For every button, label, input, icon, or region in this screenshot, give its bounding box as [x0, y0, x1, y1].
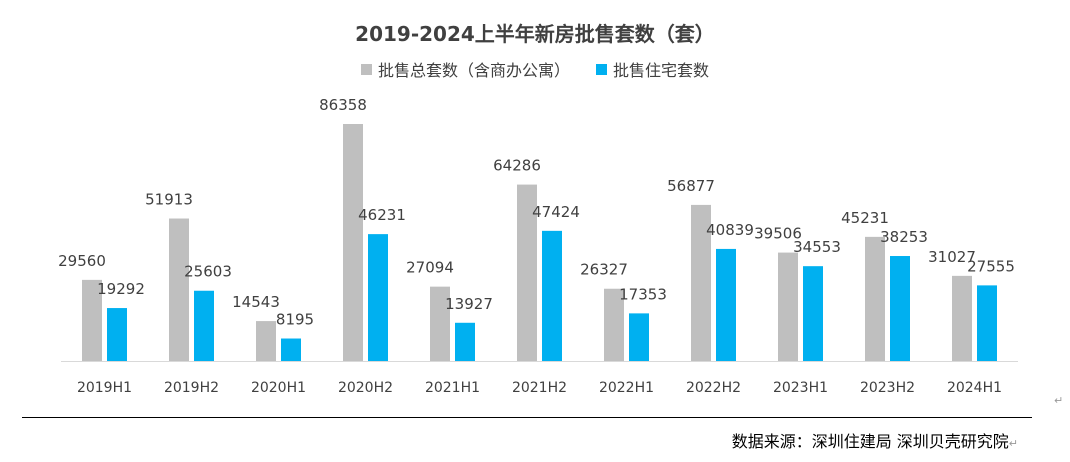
- bar-residential-2022H1: [629, 313, 649, 361]
- x-tick-label-2019H2: 2019H2: [164, 380, 219, 396]
- data-label-total-2023H1: 39506: [754, 225, 802, 243]
- x-tick-label-2023H1: 2023H1: [773, 380, 828, 396]
- x-tick-label-2024H1: 2024H1: [947, 380, 1002, 396]
- bar-residential-2022H2: [716, 248, 736, 361]
- data-label-total-2020H2: 86358: [319, 96, 367, 114]
- bar-total-2020H1: [256, 321, 276, 361]
- bar-chart: 29560 19292 2019H1 51913 25603 2019H2 14543819…: [58, 96, 1018, 396]
- x-tick-label-2021H1: 2021H1: [425, 380, 480, 396]
- data-label-residential-2021H1: 13927: [445, 295, 493, 313]
- data-label-residential-2023H2: 38253: [880, 228, 928, 246]
- source-divider: [22, 417, 1032, 418]
- data-label-total-2024H1: 31027: [928, 248, 976, 266]
- data-label-residential-2019H1: 19292: [97, 280, 145, 298]
- bar-residential-2019H1: [107, 308, 127, 361]
- bar-total-2022H1: [604, 288, 624, 361]
- bar-total-2021H2: [517, 184, 537, 361]
- paragraph-return-mark: ↵: [1054, 394, 1064, 407]
- data-label-total-2021H1: 27094: [406, 259, 454, 277]
- data-label-residential-2019H2: 25603: [184, 263, 232, 281]
- data-label-residential-2021H2: 47424: [532, 203, 580, 221]
- x-tick-label-2022H2: 2022H2: [686, 380, 741, 396]
- x-tick-label-2022H1: 2022H1: [599, 380, 654, 396]
- source-text: 数据来源：深圳住建局 深圳贝壳研究院: [731, 432, 1009, 451]
- x-tick-label-2023H2: 2023H2: [860, 380, 915, 396]
- bar-residential-2023H1: [803, 266, 823, 361]
- data-label-total-2019H1: 29560: [58, 252, 106, 270]
- bar-residential-2020H1: [281, 338, 301, 361]
- bar-total-2020H2: [343, 124, 363, 361]
- data-label-residential-2020H2: 46231: [358, 206, 406, 224]
- bar-residential-2021H2: [542, 230, 562, 361]
- bar-total-2023H2: [865, 236, 885, 361]
- legend: 批售总套数（含商办公寓） 批售住宅套数: [0, 57, 1070, 81]
- data-label-residential-2022H1: 17353: [619, 285, 667, 303]
- data-label-total-2019H2: 51913: [145, 191, 193, 209]
- bar-total-2022H2: [691, 204, 711, 361]
- data-label-total-2022H1: 26327: [580, 261, 628, 279]
- data-label-total-2023H2: 45231: [841, 209, 889, 227]
- legend-swatch-residential: [596, 63, 607, 75]
- chart-title: 2019-2024上半年新房批售套数（套）: [355, 22, 715, 46]
- bar-total-2019H2: [169, 218, 189, 361]
- bar-total-2021H1: [430, 286, 450, 361]
- data-label-residential-2022H2: 40839: [706, 221, 754, 239]
- x-tick-label-2020H2: 2020H2: [338, 380, 393, 396]
- bar-total-2024H1: [952, 275, 972, 361]
- bar-residential-2020H2: [368, 234, 388, 361]
- bar-residential-2024H1: [977, 285, 997, 361]
- legend-swatch-total: [360, 63, 372, 75]
- bar-total-2023H1: [778, 252, 798, 361]
- legend-item-total: 批售总套数（含商办公寓）: [360, 57, 570, 81]
- paragraph-return-mark: ↵: [1008, 437, 1018, 450]
- data-label-total-2021H2: 64286: [493, 157, 541, 175]
- bar-residential-2019H2: [194, 290, 214, 361]
- x-tick-label-2021H2: 2021H2: [512, 380, 567, 396]
- x-tick-label-2020H1: 2020H1: [251, 380, 306, 396]
- data-label-residential-2020H1: 8195: [276, 311, 314, 329]
- x-tick-label-2019H1: 2019H1: [77, 380, 132, 396]
- legend-item-residential: 批售住宅套数: [596, 57, 709, 81]
- data-label-total-2022H2: 56877: [667, 177, 715, 195]
- data-label-residential-2023H1: 34553: [793, 238, 841, 256]
- bar-residential-2023H2: [890, 256, 910, 361]
- data-label-residential-2024H1: 27555: [967, 257, 1015, 275]
- data-label-total-2020H1: 14543: [232, 293, 280, 311]
- legend-label-total: 批售总套数（含商办公寓）: [377, 61, 570, 80]
- legend-label-residential: 批售住宅套数: [613, 61, 710, 80]
- bar-total-2019H1: [82, 279, 102, 361]
- bar-residential-2021H1: [455, 322, 475, 361]
- source-line: 数据来源：深圳住建局 深圳贝壳研究院↵: [732, 428, 1018, 452]
